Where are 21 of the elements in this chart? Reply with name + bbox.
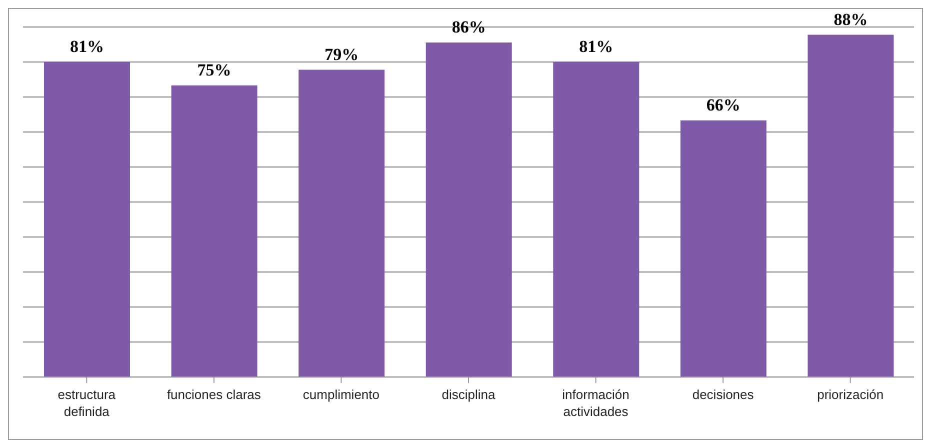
bar bbox=[426, 42, 512, 377]
x-tick-label: disciplina bbox=[442, 387, 496, 402]
bar bbox=[680, 120, 766, 377]
bar bbox=[298, 70, 385, 377]
bar bbox=[171, 85, 258, 377]
data-label: 66% bbox=[706, 95, 740, 114]
x-tick-label: funciones claras bbox=[166, 387, 262, 402]
x-tick-label: información actividades bbox=[562, 387, 630, 419]
data-label: 79% bbox=[324, 44, 359, 64]
data-label: 86% bbox=[452, 18, 486, 37]
x-tick-label: decisiones bbox=[692, 387, 754, 402]
data-label: 81% bbox=[70, 37, 104, 56]
bar bbox=[808, 34, 894, 377]
data-label: 88% bbox=[834, 10, 868, 29]
bar bbox=[44, 62, 130, 377]
data-label: 75% bbox=[197, 60, 232, 80]
data-label: 81% bbox=[579, 37, 614, 56]
x-tick-label: priorización bbox=[817, 387, 884, 402]
bar bbox=[553, 62, 640, 377]
x-tick-label: estructura definida bbox=[58, 387, 116, 419]
x-tick-label: cumplimiento bbox=[302, 387, 380, 402]
